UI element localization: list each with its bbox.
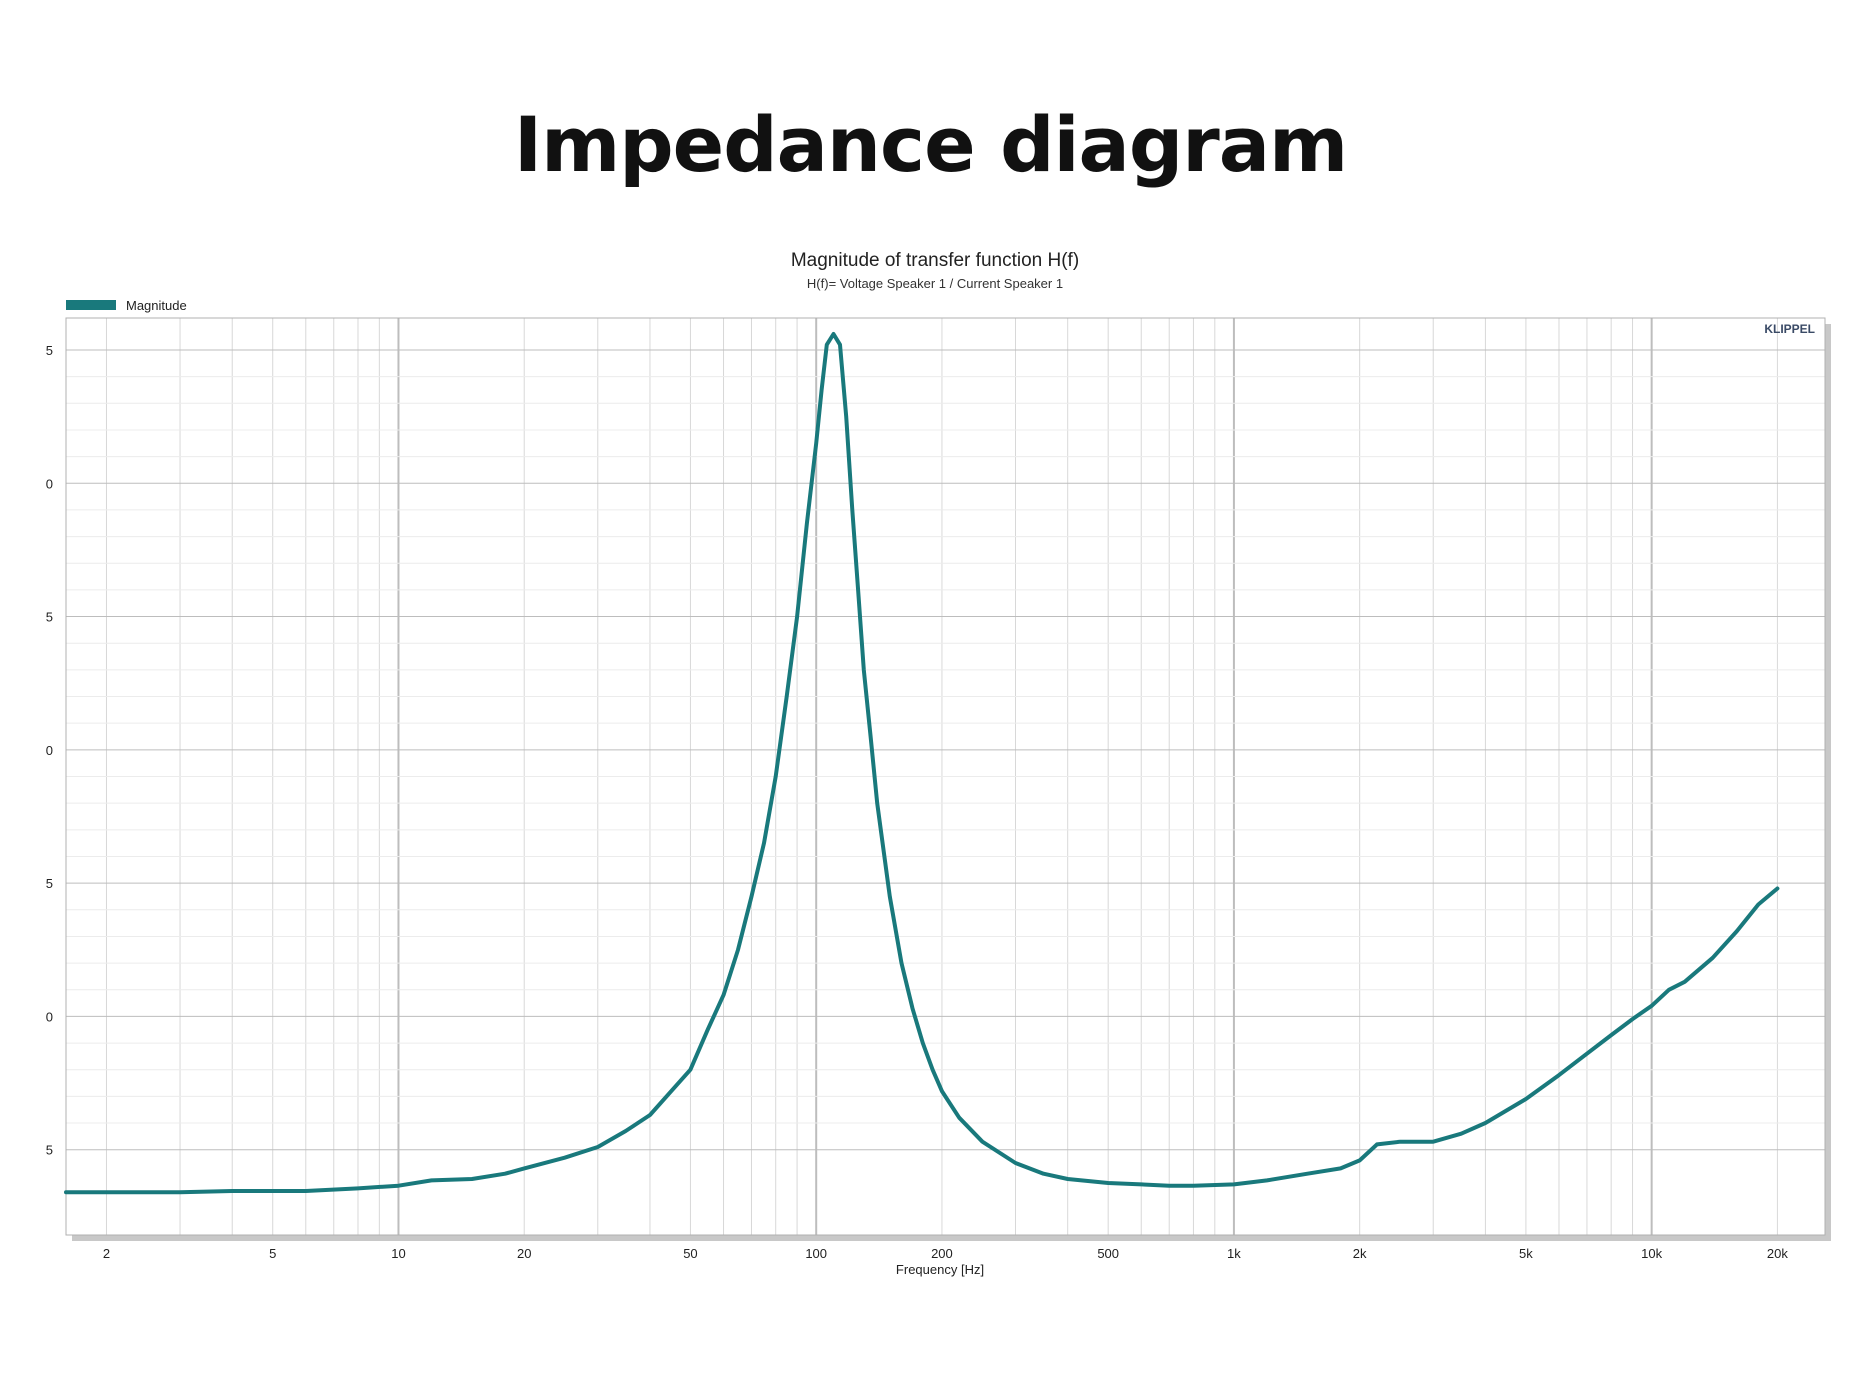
y-tick-label: 5: [46, 1143, 53, 1158]
x-tick-label: 1k: [1227, 1246, 1241, 1261]
x-tick-label: 2: [103, 1246, 110, 1261]
chart-subtitle: H(f)= Voltage Speaker 1 / Current Speake…: [807, 276, 1063, 291]
y-tick-label: 5: [46, 343, 53, 358]
x-tick-label: 10: [391, 1246, 405, 1261]
y-tick-label: 0: [46, 1009, 53, 1024]
plot-frame: [65, 317, 1826, 1236]
grid: [66, 318, 1825, 1235]
x-tick-label: 20: [517, 1246, 531, 1261]
x-tick-label: 100: [805, 1246, 827, 1261]
y-tick-label: 5: [46, 876, 53, 891]
x-axis-label: Frequency [Hz]: [896, 1262, 984, 1277]
x-tick-label: 10k: [1641, 1246, 1662, 1261]
series-line-magnitude: [64, 332, 1780, 1195]
legend-label: Magnitude: [126, 298, 187, 313]
x-tick-label: 2k: [1353, 1246, 1367, 1261]
y-tick-label: 5: [46, 610, 53, 625]
x-tick-label: 20k: [1767, 1246, 1788, 1261]
chart-title: Magnitude of transfer function H(f): [791, 250, 1079, 271]
klippel-logo: KLIPPEL: [1764, 322, 1815, 336]
x-tick-label: 50: [683, 1246, 697, 1261]
x-tick-label: 200: [931, 1246, 953, 1261]
legend-swatch: [66, 300, 116, 310]
x-tick-label: 5k: [1519, 1246, 1533, 1261]
series-layer: [64, 332, 1780, 1195]
y-tick-label: 0: [46, 476, 53, 491]
x-tick-label: 500: [1097, 1246, 1119, 1261]
y-tick-label: 0: [46, 743, 53, 758]
x-axis-ticks: 2 5 10 20 50 100 200 500 1k 2k 5k 10k 20k: [103, 1246, 1789, 1261]
page-title: Impedance diagram: [513, 100, 1348, 189]
x-tick-label: 5: [269, 1246, 276, 1261]
y-axis-ticks: 5 0 5 0 5 0 5: [46, 343, 53, 1158]
